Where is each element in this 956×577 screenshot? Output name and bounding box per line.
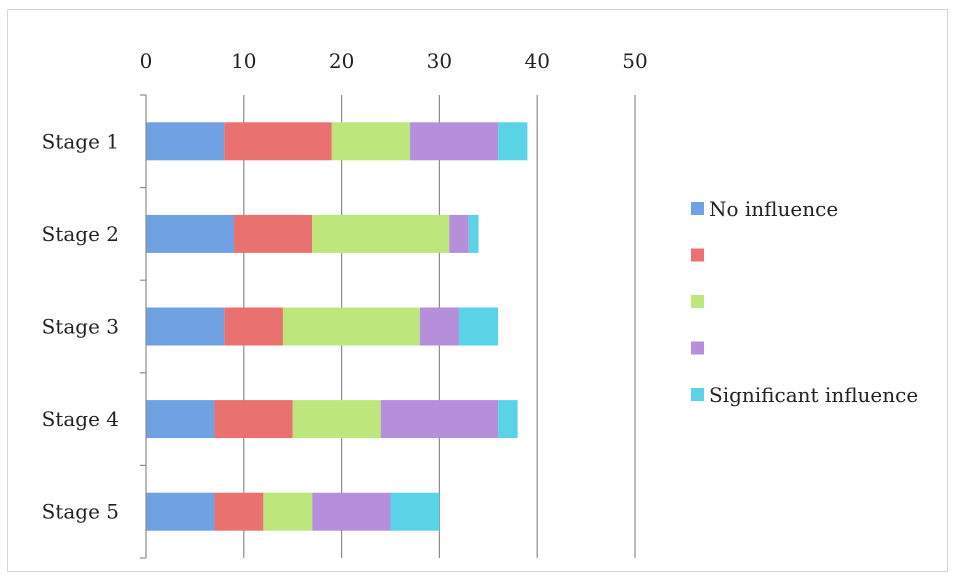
x-tick-label: 20 <box>329 49 354 73</box>
bar-stage-4-series-1 <box>146 400 215 439</box>
bar-stage-2-series-3 <box>312 214 450 253</box>
bar-stage-2-series-2 <box>234 214 313 253</box>
x-tick-label: 30 <box>427 49 452 73</box>
labels: 0 10 20 30 40 50 Stage 1 Stage 2 Stage 3 Stage 4 S… <box>42 49 648 524</box>
x-tick-label: 10 <box>231 49 256 73</box>
stacked-bar-chart: 0 10 20 30 40 50 Stage 1 Stage 2 Stage 3 Stage 4 S… <box>42 49 918 559</box>
legend-swatch-5 <box>691 388 704 401</box>
legend-label-5: Significant influence <box>709 383 918 407</box>
bar-stage-1-series-2 <box>224 122 332 161</box>
bar-stage-1-series-1 <box>146 122 225 161</box>
bar-stage-2-series-5 <box>468 214 479 253</box>
bar-stage-5-series-2 <box>214 492 264 531</box>
category-label: Stage 4 <box>42 407 119 431</box>
bar-stage-5-series-3 <box>263 492 313 531</box>
bar-stage-5-series-4 <box>312 492 391 531</box>
bar-stage-4-series-5 <box>498 400 518 439</box>
bar-stage-1-series-5 <box>498 122 528 161</box>
x-tick-label: 40 <box>524 49 549 73</box>
bar-stage-5-series-1 <box>146 492 215 531</box>
legend-swatch-1 <box>691 202 704 215</box>
x-tick-label: 0 <box>140 49 153 73</box>
legend: No influence Significant influence <box>691 197 918 407</box>
bar-stage-3-series-1 <box>146 307 225 346</box>
bar-stage-1-series-3 <box>331 122 411 161</box>
category-label: Stage 1 <box>42 129 119 153</box>
category-label: Stage 2 <box>42 222 119 246</box>
bar-stage-3-series-2 <box>224 307 283 346</box>
category-label: Stage 5 <box>42 500 119 524</box>
chart-frame: 0 10 20 30 40 50 Stage 1 Stage 2 Stage 3 Stage 4 S… <box>7 9 948 572</box>
bar-stage-4-series-4 <box>380 400 499 439</box>
legend-label-1: No influence <box>709 197 838 221</box>
bar-stage-4-series-2 <box>214 400 293 439</box>
legend-swatch-2 <box>691 248 704 262</box>
bar-stage-1-series-4 <box>410 122 499 161</box>
bar-stage-2-series-1 <box>146 214 235 253</box>
bar-stage-5-series-5 <box>390 492 440 531</box>
legend-swatch-4 <box>691 341 704 355</box>
legend-swatch-3 <box>691 295 704 308</box>
bar-stage-4-series-3 <box>292 400 381 439</box>
bar-stage-2-series-4 <box>449 214 469 253</box>
bar-stage-3-series-4 <box>419 307 459 346</box>
bar-stage-3-series-5 <box>458 307 499 346</box>
x-tick-label: 50 <box>622 49 647 73</box>
bar-stage-3-series-3 <box>282 307 420 346</box>
bars <box>146 122 528 531</box>
category-label: Stage 3 <box>42 315 119 339</box>
axes <box>140 94 147 559</box>
